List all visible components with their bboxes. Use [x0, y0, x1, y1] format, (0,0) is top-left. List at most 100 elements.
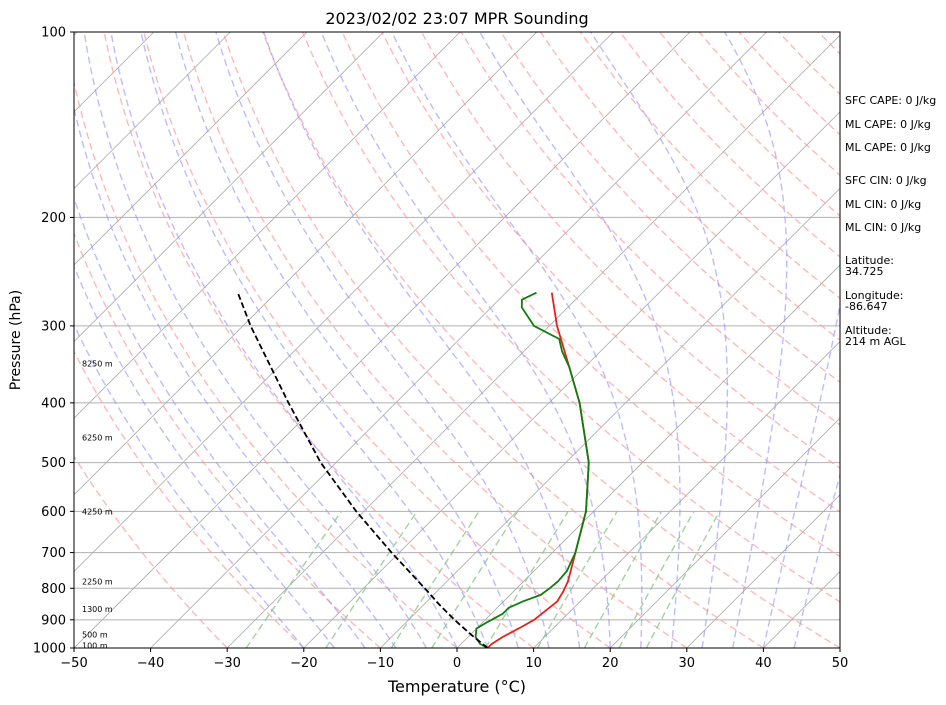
height-label: 2250 m [82, 578, 113, 587]
x-tick-label: −30 [213, 656, 240, 671]
mixing-ratio-line [484, 510, 569, 648]
isotherm-line [609, 417, 840, 648]
moist-adiabat [762, 301, 840, 648]
info-text: ML CIN: 0 J/kg [845, 221, 921, 234]
mixing-ratio-line [245, 510, 342, 648]
y-axis-label: Pressure (hPa) [8, 290, 24, 390]
y-tick-label: 800 [41, 582, 66, 597]
sounding-profiles [236, 291, 590, 648]
mixing-ratio-line [583, 510, 663, 648]
info-text: Altitude: [845, 324, 892, 337]
parcel-line [236, 292, 489, 648]
y-tick-label: 1000 [33, 642, 66, 657]
height-label: 4250 m [82, 507, 113, 516]
moist-adiabat [74, 105, 397, 648]
moist-adiabat [263, 32, 581, 648]
chart-title: 2023/02/02 23:07 MPR Sounding [325, 9, 588, 28]
dry-adiabat [74, 79, 458, 648]
y-tick-label: 700 [41, 546, 66, 561]
y-tick-label: 600 [41, 505, 66, 520]
moist-adiabat [479, 32, 681, 648]
dry-adiabat [74, 454, 228, 648]
dry-adiabat [222, 32, 764, 648]
height-label: 8250 m [82, 359, 113, 368]
dry-adiabat [579, 32, 840, 300]
dry-adiabat [262, 32, 840, 648]
isotherm-line [74, 32, 614, 572]
info-text: Longitude: [845, 289, 903, 302]
isotherm-line [150, 32, 767, 648]
x-tick-label: −20 [290, 656, 317, 671]
x-tick-label: 50 [832, 656, 849, 671]
y-axis: 100 200 300 400 500 600 700 800 900 1000 [33, 26, 74, 657]
mixing-ratio-line [536, 510, 618, 648]
y-tick-label: 400 [41, 396, 66, 411]
height-labels: 8250 m 6250 m 4250 m 2250 m 1300 m 500 m 100 m [82, 359, 113, 650]
height-label: 6250 m [82, 433, 113, 442]
x-tick-label: −50 [60, 656, 87, 671]
info-text: ML CAPE: 0 J/kg [845, 118, 931, 131]
x-tick-label: −40 [137, 656, 164, 671]
moist-adiabat [74, 264, 335, 648]
dry-adiabat [74, 231, 381, 648]
isotherm-line [74, 32, 461, 419]
moist-adiabat [110, 32, 458, 648]
isotherm-line [0, 32, 1, 648]
dry-adiabat [182, 32, 688, 648]
dewpoint-line [474, 291, 590, 648]
dry-adiabat [460, 32, 840, 426]
mixing-ratio-line [645, 510, 721, 648]
dry-adiabat [539, 32, 840, 341]
moist-adiabat [391, 32, 643, 648]
moist-adiabat [174, 32, 519, 648]
isotherm-line [226, 34, 840, 648]
dry-adiabat [381, 32, 840, 513]
info-text: ML CIN: 0 J/kg [845, 198, 921, 211]
x-tick-label: 40 [755, 656, 772, 671]
isotherm-line [533, 341, 840, 648]
isotherm-line [380, 187, 840, 648]
moist-adiabat [140, 32, 489, 648]
x-tick-label: 10 [525, 656, 542, 671]
x-tick-label: 30 [679, 656, 696, 671]
isotherm-line [74, 32, 308, 266]
info-text: Latitude: [845, 254, 894, 267]
isotherm-line [74, 32, 231, 189]
dry-adiabat [103, 32, 535, 648]
moist-adiabat [83, 32, 427, 648]
info-text: 34.725 [845, 265, 884, 278]
mixing-ratio-line [325, 510, 418, 648]
info-text: 214 m AGL [845, 335, 907, 348]
background-lines [0, 32, 946, 648]
mixing-ratio-line [390, 510, 480, 648]
x-axis: −50 −40 −30 −20 −10 0 10 20 30 40 50 [60, 648, 848, 671]
y-tick-label: 300 [41, 319, 66, 334]
isotherm-line [74, 32, 538, 496]
x-axis-label: Temperature (°C) [387, 677, 526, 696]
info-text: ML CAPE: 0 J/kg [845, 141, 931, 154]
info-text: -86.647 [845, 300, 887, 313]
isotherm-line [74, 32, 384, 343]
dry-adiabat [74, 349, 305, 648]
info-panel: SFC CAPE: 0 J/kg ML CAPE: 0 J/kg ML CAPE: … [845, 94, 936, 348]
height-label: 1300 m [82, 605, 113, 614]
dry-adiabat [143, 32, 611, 648]
y-tick-label: 500 [41, 456, 66, 471]
info-text: SFC CIN: 0 J/kg [845, 174, 927, 187]
dry-adiabat [500, 32, 840, 384]
dry-adiabat [937, 32, 946, 648]
moist-adiabat [74, 195, 366, 648]
x-tick-label: 0 [453, 656, 461, 671]
moist-adiabat [793, 472, 840, 648]
y-tick-label: 100 [41, 26, 66, 41]
dry-adiabat [301, 32, 840, 603]
isotherm-line [686, 494, 840, 648]
moist-adiabat [215, 32, 550, 648]
x-tick-label: 20 [602, 656, 619, 671]
dry-adiabat [341, 32, 840, 558]
mixing-ratio-line [431, 510, 519, 648]
height-label: 100 m [82, 641, 108, 650]
y-tick-label: 900 [41, 613, 66, 628]
isotherm-line [74, 32, 691, 648]
